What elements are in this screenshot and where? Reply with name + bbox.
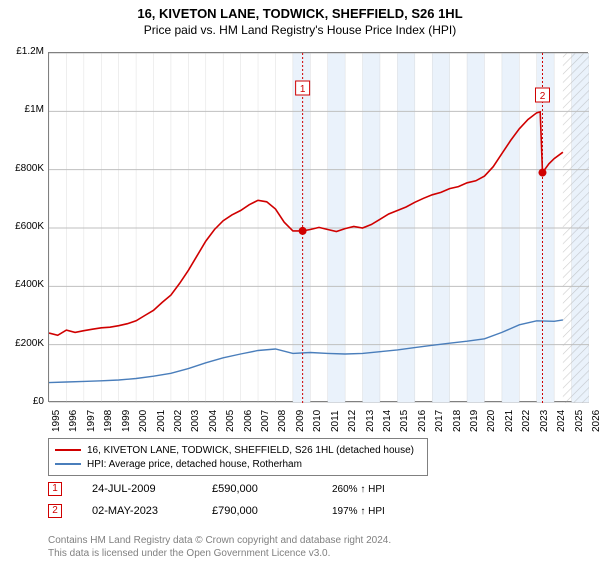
- x-tick-label: 1997: [86, 410, 97, 432]
- legend-row: 16, KIVETON LANE, TODWICK, SHEFFIELD, S2…: [55, 443, 421, 457]
- y-tick-label: £1M: [4, 104, 44, 115]
- sale-price: £590,000: [212, 483, 302, 495]
- x-tick-label: 1998: [103, 410, 114, 432]
- chart-svg: 12: [49, 53, 589, 403]
- x-tick-label: 2019: [469, 410, 480, 432]
- x-tick-label: 2012: [347, 410, 358, 432]
- x-tick-label: 2003: [190, 410, 201, 432]
- x-tick-label: 2024: [556, 410, 567, 432]
- x-tick-label: 2011: [330, 410, 341, 432]
- sale-pct: 260% ↑ HPI: [332, 484, 422, 495]
- x-tick-label: 2001: [156, 410, 167, 432]
- sale-row: 2 02-MAY-2023 £790,000 197% ↑ HPI: [48, 504, 422, 518]
- x-tick-label: 2026: [591, 410, 600, 432]
- sale-price: £790,000: [212, 505, 302, 517]
- x-tick-label: 2023: [539, 410, 550, 432]
- x-tick-label: 1996: [68, 410, 79, 432]
- legend-swatch-blue: [55, 463, 81, 465]
- sale-marker-2-icon: 2: [48, 504, 62, 518]
- x-tick-label: 2021: [504, 410, 515, 432]
- x-tick-label: 2020: [486, 410, 497, 432]
- x-tick-label: 1995: [51, 410, 62, 432]
- footnote-line: Contains HM Land Registry data © Crown c…: [48, 534, 391, 547]
- x-tick-label: 2022: [521, 410, 532, 432]
- x-tick-label: 2004: [208, 410, 219, 432]
- legend-swatch-red: [55, 449, 81, 451]
- chart-subtitle: Price paid vs. HM Land Registry's House …: [0, 23, 600, 37]
- x-tick-label: 2016: [417, 410, 428, 432]
- x-tick-label: 2025: [574, 410, 585, 432]
- y-tick-label: £1.2M: [4, 46, 44, 57]
- sale-date: 24-JUL-2009: [92, 483, 182, 495]
- y-tick-label: £200K: [4, 338, 44, 349]
- y-tick-label: £400K: [4, 279, 44, 290]
- sale-pct: 197% ↑ HPI: [332, 506, 422, 517]
- x-tick-label: 2017: [434, 410, 445, 432]
- x-tick-label: 2007: [260, 410, 271, 432]
- y-tick-label: £0: [4, 396, 44, 407]
- x-tick-label: 2009: [295, 410, 306, 432]
- svg-text:2: 2: [540, 91, 546, 102]
- legend-label: HPI: Average price, detached house, Roth…: [87, 459, 302, 470]
- x-tick-label: 2008: [277, 410, 288, 432]
- chart-title: 16, KIVETON LANE, TODWICK, SHEFFIELD, S2…: [0, 6, 600, 21]
- x-tick-label: 2005: [225, 410, 236, 432]
- sale-date: 02-MAY-2023: [92, 505, 182, 517]
- sale-row: 1 24-JUL-2009 £590,000 260% ↑ HPI: [48, 482, 422, 496]
- x-tick-label: 2006: [243, 410, 254, 432]
- x-tick-label: 2000: [138, 410, 149, 432]
- footnote: Contains HM Land Registry data © Crown c…: [48, 534, 391, 560]
- y-tick-label: £800K: [4, 163, 44, 174]
- svg-text:1: 1: [300, 84, 306, 95]
- x-tick-label: 2010: [312, 410, 323, 432]
- legend-label: 16, KIVETON LANE, TODWICK, SHEFFIELD, S2…: [87, 445, 414, 456]
- x-tick-label: 2018: [452, 410, 463, 432]
- x-tick-label: 2002: [173, 410, 184, 432]
- x-tick-label: 2014: [382, 410, 393, 432]
- x-tick-label: 1999: [121, 410, 132, 432]
- x-tick-label: 2013: [365, 410, 376, 432]
- sale-marker-1-icon: 1: [48, 482, 62, 496]
- legend-box: 16, KIVETON LANE, TODWICK, SHEFFIELD, S2…: [48, 438, 428, 476]
- footnote-line: This data is licensed under the Open Gov…: [48, 547, 391, 560]
- chart-plot-area: 12: [48, 52, 588, 402]
- x-tick-label: 2015: [399, 410, 410, 432]
- y-tick-label: £600K: [4, 221, 44, 232]
- legend-row: HPI: Average price, detached house, Roth…: [55, 457, 421, 471]
